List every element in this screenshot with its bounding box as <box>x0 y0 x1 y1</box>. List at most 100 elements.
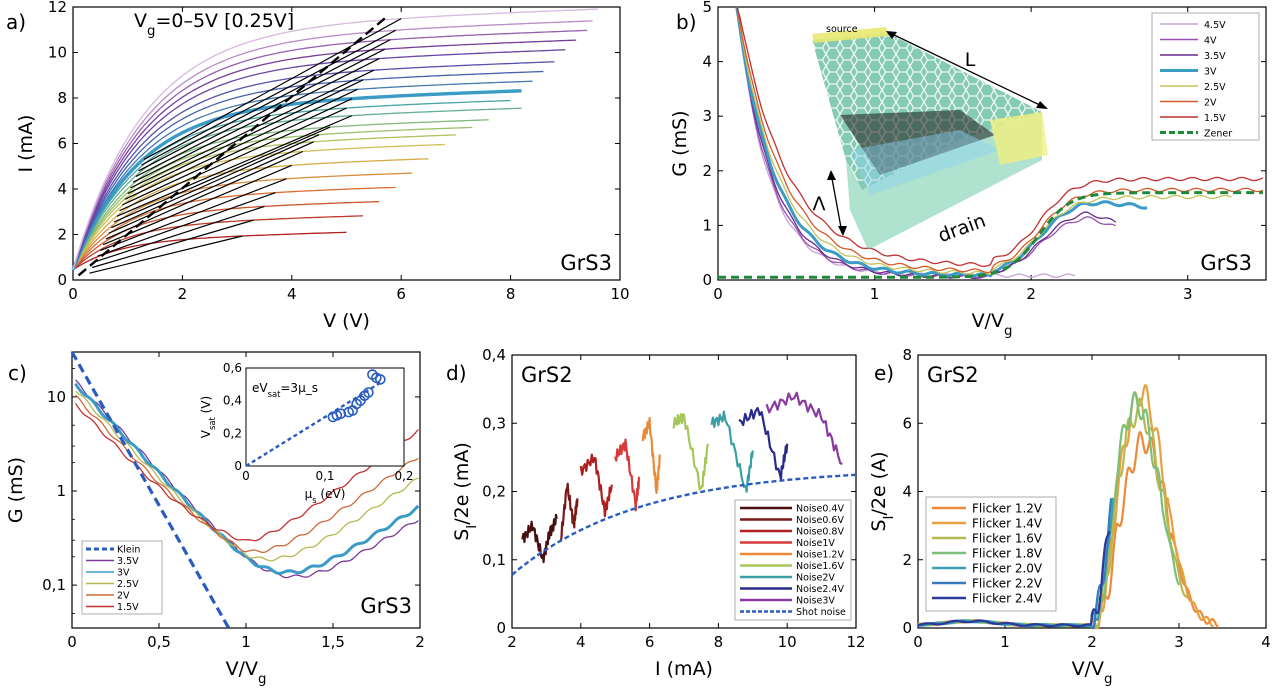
y-tick-label: 10 <box>48 44 67 62</box>
fit-segment <box>119 107 347 212</box>
curve-vg <box>72 8 599 270</box>
x-tick-label: 0 <box>913 633 923 651</box>
curve-1.5V <box>736 6 1264 268</box>
y-tick-label: 0,4 <box>482 346 506 364</box>
curve-vg <box>72 186 396 271</box>
fit-segment <box>132 58 380 183</box>
curve-vg <box>72 20 593 270</box>
inset-chart: 0 0,1 0,2 0 0,2 0,4 0,6 μs (eV) Vsat (V) eVsat=3μ… <box>199 361 414 505</box>
fit-segment <box>108 141 314 234</box>
y-tick-label: 1 <box>56 482 66 500</box>
fit-segment <box>102 164 293 246</box>
curve-noise <box>710 410 754 493</box>
curve-vg <box>72 29 588 271</box>
panel-label: d) <box>446 361 467 385</box>
panel-label: a) <box>6 10 26 34</box>
panel-label: b) <box>676 10 697 34</box>
curve-2V <box>736 6 1264 274</box>
legend-label: 2.5V <box>1204 82 1226 93</box>
fit-segment <box>121 98 353 206</box>
inset-point <box>363 387 374 398</box>
legend-label: Noise1.2V <box>796 550 844 561</box>
x-tick-label: 2 <box>1026 285 1036 303</box>
x-tick-label: 0,5 <box>147 633 171 651</box>
legend: Noise0.4VNoise0.6VNoise0.8VNoise1VNoise1… <box>734 499 852 621</box>
fit-segment <box>116 115 353 217</box>
gate-voltage-annotation: Vg=0–5V [0.25V] <box>134 10 294 39</box>
x-tick-label: 3 <box>1183 285 1193 303</box>
y-tick-label: 8 <box>902 346 912 364</box>
fit-segment <box>100 178 287 251</box>
x-tick-label: 0 <box>67 633 77 651</box>
y-tick-label: 6 <box>57 135 67 153</box>
sample-tag: GrS2 <box>927 363 979 387</box>
y-tick-label: 0,3 <box>482 414 506 432</box>
fit-segment <box>138 39 391 172</box>
y-tick-label: 0 <box>57 271 67 289</box>
legend: 4.5V 4V 3.5V 3V 2.5V 2V 1.5V Zener <box>1151 12 1260 141</box>
x-tick-label: 8 <box>506 285 516 303</box>
curve-Klein <box>70 351 231 630</box>
y-tick-label: 6 <box>902 414 912 432</box>
x-tick-label: 0 <box>68 285 78 303</box>
x-tick-label: 1 <box>241 633 251 651</box>
legend-label: Flicker 1.6V <box>972 532 1043 546</box>
y-tick-label: 0 <box>496 619 506 637</box>
curve-2V <box>75 394 419 554</box>
legend-label: 2V <box>1204 98 1217 109</box>
inset-y-tick: 0,4 <box>223 394 242 408</box>
panel-a: 0 2 4 6 8 10 0 2 4 6 8 10 12 V (V) I (mA) a) Vg=0–5V [0.… <box>6 0 630 332</box>
sample-tag: GrS2 <box>521 363 573 387</box>
y-tick-label: 2 <box>57 226 67 244</box>
fit-segment <box>113 126 331 223</box>
x-tick-label: 4 <box>576 633 586 651</box>
y-tick-label: 4 <box>902 483 912 501</box>
curves <box>70 351 420 630</box>
x-axis-label: V (V) <box>323 310 370 332</box>
legend-label: Noise0.4V <box>796 504 844 515</box>
inset-annotation: eVsat=3μ_s <box>252 381 318 399</box>
x-tick-label: 6 <box>396 285 406 303</box>
legend-label: Flicker 2.0V <box>972 562 1043 576</box>
x-axis-label: V/Vg <box>972 310 1013 339</box>
legend-label: Flicker 1.4V <box>972 517 1043 531</box>
sample-tag: GrS3 <box>560 251 612 275</box>
fit-segment <box>94 205 265 263</box>
curves <box>718 6 1264 280</box>
y-tick-label: 0,2 <box>482 483 506 501</box>
legend-label: Noise0.6V <box>796 515 844 526</box>
inset-y-tick: 0 <box>234 459 242 473</box>
y-axis-label: I (mA) <box>15 115 37 173</box>
legend-label: Flicker 1.8V <box>972 547 1043 561</box>
inset-y-label: Vsat (V) <box>199 396 217 438</box>
curve-noise <box>521 513 558 564</box>
curve-vg <box>72 80 533 271</box>
legend-label: Zener <box>1204 129 1232 140</box>
curve-3V <box>735 6 1148 279</box>
y-axis-label: G (mS) <box>669 110 691 176</box>
length-label: L <box>965 49 976 71</box>
x-tick-label: 0 <box>713 285 723 303</box>
inset-x-tick: 0 <box>242 469 250 483</box>
fit-segment <box>91 219 254 269</box>
x-tick-label: 2 <box>1087 633 1097 651</box>
arrow-head <box>827 170 836 180</box>
length-arrow <box>887 31 1047 109</box>
saturation-dashed-line <box>77 17 386 277</box>
x-tick-label: 3 <box>1174 633 1184 651</box>
y-tick-label: 0,1 <box>42 576 66 594</box>
legend-label: 3.5V <box>117 556 139 567</box>
arrow-head <box>838 226 847 236</box>
legend-label: 1.5V <box>1204 113 1226 124</box>
panel-d: 2 4 6 8 10 12 0 0,1 0,2 0,3 0,4 I (mA) SI/2e (mA) d) N… <box>446 346 866 680</box>
curve-vg <box>71 89 522 271</box>
inset-x-tick: 0,1 <box>315 469 334 483</box>
plot-frame <box>717 6 1267 281</box>
y-axis-label: G (mS) <box>5 457 27 523</box>
legend-label: Noise2.4V <box>796 584 844 595</box>
source-contact <box>812 27 888 43</box>
x-tick-label: 10 <box>610 285 629 303</box>
x-axis-label: V/Vg <box>1072 658 1113 687</box>
